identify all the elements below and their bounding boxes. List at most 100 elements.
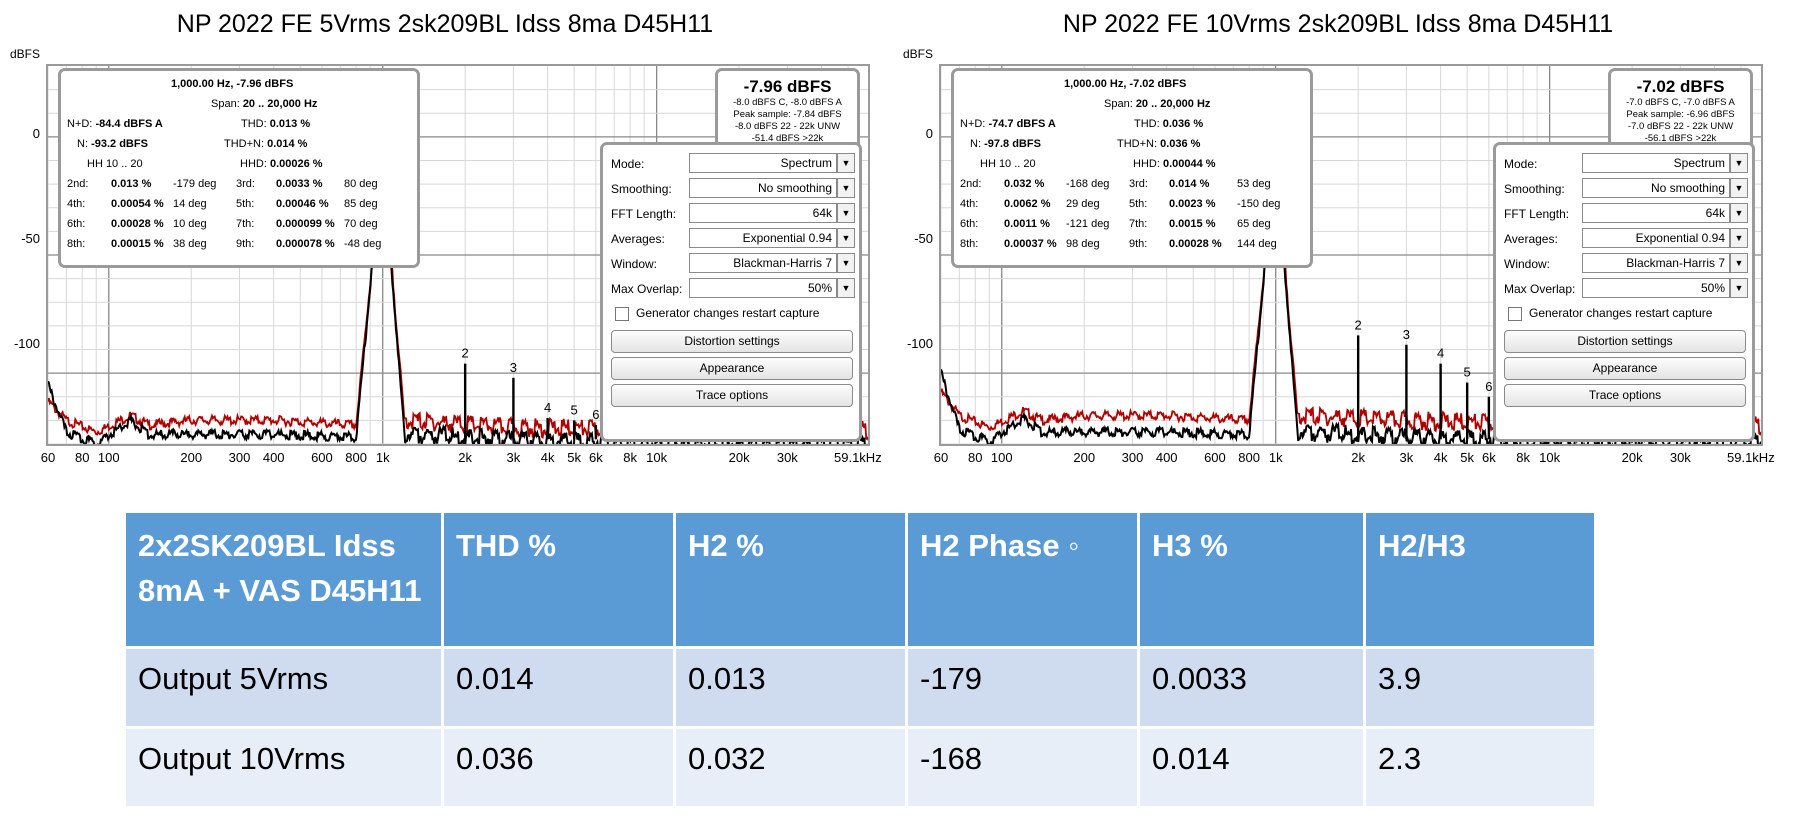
harmonic-percent: 0.013 %: [111, 178, 152, 190]
thdn-value: 0.014 %: [267, 138, 308, 150]
harmonic-label: 4: [1437, 346, 1444, 361]
level-detail-1: -8.0 dBFS C, -8.0 dBFS A: [733, 97, 842, 108]
hhd-value: 0.00044 %: [1162, 158, 1216, 170]
chevron-down-icon[interactable]: ▼: [837, 228, 855, 248]
chevron-down-icon[interactable]: ▼: [1730, 253, 1748, 273]
window-select[interactable]: Blackman-Harris 7: [1582, 253, 1730, 273]
x-tick-label: 10k: [646, 450, 668, 465]
x-tick-label: 100: [990, 450, 1013, 465]
fft-length-select[interactable]: 64k: [1582, 203, 1730, 223]
harmonic-name: 7th:: [236, 218, 255, 230]
distortion-info-box: 1,000.00 Hz, -7.02 dBFS Span: 20 .. 20,0…: [951, 68, 1313, 268]
nd-label: N+D:: [67, 118, 93, 130]
x-tick-label: 2k: [1351, 450, 1366, 465]
level-detail-2: Peak sample: -7.84 dBFS: [733, 109, 842, 120]
spectrum-plot[interactable]: 1234567 1,000.00 Hz, -7.96 dBFS Span: 20…: [46, 64, 870, 446]
x-tick-label: 3k: [506, 450, 521, 465]
chevron-down-icon[interactable]: ▼: [1730, 178, 1748, 198]
generator-restart-checkbox[interactable]: [615, 307, 629, 321]
harmonic-percent: 0.0015 %: [1169, 218, 1216, 230]
x-tick-label: 1k: [375, 450, 390, 465]
mode-select[interactable]: Spectrum: [1582, 153, 1730, 173]
chevron-down-icon[interactable]: ▼: [1730, 153, 1748, 173]
y-tick-label: -100: [906, 336, 933, 351]
harmonic-name: 2nd:: [960, 178, 982, 190]
harmonic-name: 4th:: [67, 198, 86, 210]
x-tick-label: 100: [97, 450, 120, 465]
smoothing-select[interactable]: No smoothing: [689, 178, 837, 198]
harmonic-percent: 0.00054 %: [111, 198, 164, 210]
harmonic-percent: 0.0023 %: [1169, 198, 1216, 210]
x-tick-label: 60: [933, 450, 949, 465]
harmonic-percent: 0.0062 %: [1004, 198, 1051, 210]
chart-title: NP 2022 FE 5Vrms 2sk209BL Idss 8ma D45H1…: [176, 10, 714, 38]
y-tick-label: 0: [925, 126, 933, 141]
spectrum-plot[interactable]: 1234567 1,000.00 Hz, -7.02 dBFS Span: 20…: [939, 64, 1763, 446]
harmonic-label: 3: [1403, 327, 1410, 342]
hh-label: HH 10 .. 20: [87, 158, 143, 170]
trace-options-button[interactable]: Trace options: [1504, 384, 1746, 407]
smoothing-select[interactable]: No smoothing: [1582, 178, 1730, 198]
chevron-down-icon[interactable]: ▼: [837, 278, 855, 298]
spectrum-panel-10vrms: NP 2022 FE 10Vrms 2sk209BL Idss 8ma D45H…: [893, 0, 1783, 490]
averages-select[interactable]: Exponential 0.94: [1582, 228, 1730, 248]
generator-restart-checkbox[interactable]: [1508, 307, 1522, 321]
table-row: Output 5Vrms 0.014 0.013 -179 0.0033 3.9: [123, 646, 1597, 729]
x-tick-label: 300: [228, 450, 251, 465]
overlap-select[interactable]: 50%: [1582, 278, 1730, 298]
chevron-down-icon[interactable]: ▼: [1730, 228, 1748, 248]
thd-value: 0.013 %: [269, 118, 311, 130]
spectrum-trace: [48, 158, 868, 444]
table-header-cell: 2x2SK209BL Idss 8mA + VAS D45H11: [123, 510, 444, 649]
distortion-settings-button[interactable]: Distortion settings: [1504, 330, 1746, 353]
overlap-select[interactable]: 50%: [689, 278, 837, 298]
harmonic-name: 9th:: [1129, 238, 1148, 250]
thd-label: THD:: [1134, 118, 1160, 130]
chevron-down-icon[interactable]: ▼: [1730, 278, 1748, 298]
harmonic-percent: 0.00037 %: [1004, 238, 1057, 250]
harmonic-phase: 14 deg: [173, 198, 207, 210]
chevron-down-icon[interactable]: ▼: [1730, 203, 1748, 223]
hhd-value: 0.00026 %: [269, 158, 323, 170]
n-value: -97.8 dBFS: [984, 138, 1041, 150]
harmonic-percent: 0.00028 %: [111, 218, 164, 230]
table-header-cell: H2 %: [673, 510, 908, 649]
appearance-button[interactable]: Appearance: [1504, 357, 1746, 380]
span-label: Span:: [1104, 98, 1133, 110]
chevron-down-icon[interactable]: ▼: [837, 153, 855, 173]
harmonic-percent: 0.00046 %: [276, 198, 329, 210]
chevron-down-icon[interactable]: ▼: [837, 203, 855, 223]
y-axis-unit: dBFS: [903, 47, 934, 61]
appearance-button[interactable]: Appearance: [611, 357, 853, 380]
thdn-label: THD+N:: [224, 138, 265, 150]
averages-select[interactable]: Exponential 0.94: [689, 228, 837, 248]
chevron-down-icon[interactable]: ▼: [837, 178, 855, 198]
table-header-cell: H3 %: [1137, 510, 1366, 649]
level-value: -7.02 dBFS: [1636, 77, 1725, 96]
x-tick-label: 59.1kHz: [1727, 450, 1775, 465]
nd-label: N+D:: [960, 118, 986, 130]
x-tick-label: 6k: [1481, 450, 1496, 465]
x-tick-label: 2k: [458, 450, 473, 465]
table-row: Output 10Vrms 0.036 0.032 -168 0.014 2.3: [123, 726, 1597, 809]
fft-length-select[interactable]: 64k: [689, 203, 837, 223]
harmonic-percent: 0.0033 %: [276, 178, 323, 190]
mode-label: Mode:: [1504, 157, 1538, 171]
harmonic-label: 3: [510, 360, 517, 375]
mode-select[interactable]: Spectrum: [689, 153, 837, 173]
x-tick-label: 300: [1121, 450, 1144, 465]
chevron-down-icon[interactable]: ▼: [837, 253, 855, 273]
nd-value: -84.4 dBFS A: [95, 118, 163, 130]
n-label: N:: [970, 138, 981, 150]
harmonic-phase: 38 deg: [173, 238, 207, 250]
averages-label: Averages:: [1504, 232, 1558, 246]
distortion-settings-button[interactable]: Distortion settings: [611, 330, 853, 353]
trace-options-button[interactable]: Trace options: [611, 384, 853, 407]
level-detail-3: -8.0 dBFS 22 - 22k UNW: [734, 121, 841, 132]
table-cell: 0.013: [673, 646, 908, 729]
window-select[interactable]: Blackman-Harris 7: [689, 253, 837, 273]
table-header-cell: H2 Phase ◦: [905, 510, 1140, 649]
harmonic-name: 3rd:: [1129, 178, 1148, 190]
x-tick-label: 8k: [623, 450, 637, 465]
thdn-value: 0.036 %: [1160, 138, 1201, 150]
